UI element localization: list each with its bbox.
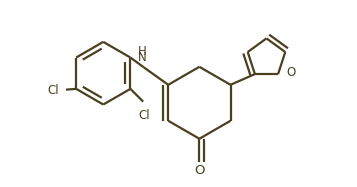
Text: O: O xyxy=(286,66,296,79)
Text: N: N xyxy=(139,51,147,64)
Text: Cl: Cl xyxy=(47,84,59,96)
Text: O: O xyxy=(194,164,205,177)
Text: Cl: Cl xyxy=(139,109,150,122)
Text: H: H xyxy=(139,45,147,58)
